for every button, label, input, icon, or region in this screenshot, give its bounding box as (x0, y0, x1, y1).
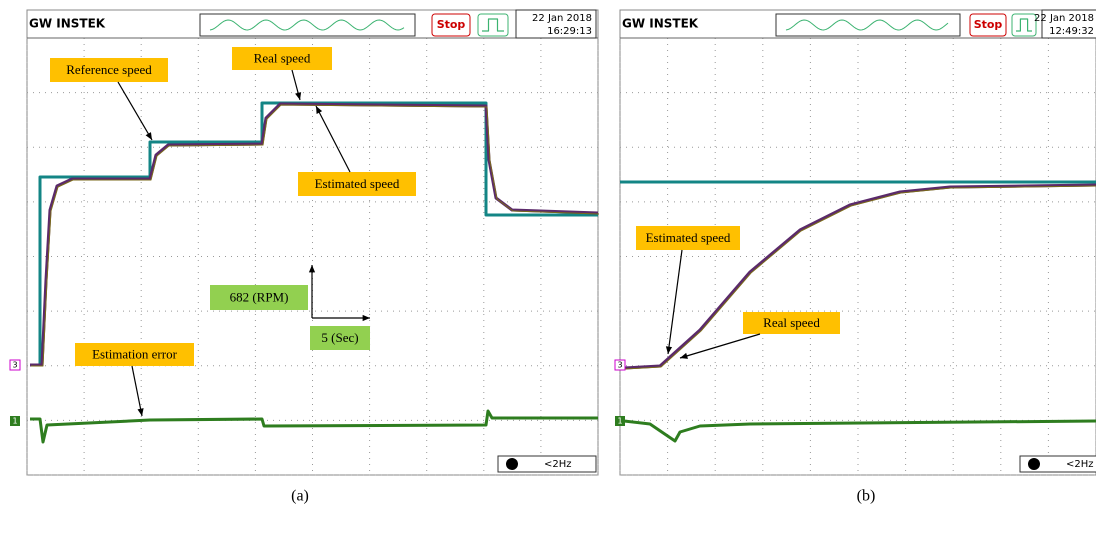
timebase-box (776, 14, 960, 36)
annotation: Reference speed (66, 62, 152, 77)
caption: (b) (857, 488, 876, 505)
date: 22 Jan 2018 (532, 13, 592, 24)
date: 22 Jan 2018 (1034, 13, 1094, 24)
ch1-label: 1 (617, 417, 622, 426)
time: 16:29:13 (547, 26, 592, 37)
annotation: Real speed (254, 50, 311, 65)
trigger-icon (1012, 14, 1036, 36)
trigger-icon (478, 14, 508, 36)
annotation: Real speed (763, 315, 820, 330)
ch3-label: 3 (12, 361, 17, 370)
annotation: Estimated speed (646, 230, 731, 245)
annotation: Estimation error (92, 346, 178, 361)
annotation: Estimated speed (315, 176, 400, 191)
stop-label: Stop (974, 18, 1003, 31)
stop-label: Stop (437, 18, 466, 31)
brand: GW INSTEK (29, 17, 106, 31)
scope-panel: GW INSTEK Stop 22 Jan 2018 12:49:32 3 1 <2Hz Es… (615, 10, 1096, 475)
time: 12:49:32 (1049, 26, 1094, 37)
brand: GW INSTEK (622, 17, 699, 31)
ch1-label: 1 (12, 417, 17, 426)
caption: (a) (291, 488, 309, 505)
trigger-rate: <2Hz (1066, 459, 1094, 470)
timebase-box (200, 14, 415, 36)
figure: GW INSTEK Stop 22 Jan 2018 16:29:13 3 1 <2Hz Re… (0, 0, 1096, 533)
ch3-label: 3 (617, 361, 622, 370)
scope-panel: GW INSTEK Stop 22 Jan 2018 16:29:13 3 1 <2Hz Re… (10, 10, 599, 475)
annotation: 682 (RPM) (230, 289, 289, 304)
annotation: 5 (Sec) (321, 330, 358, 345)
rate-icon (1028, 458, 1040, 470)
rate-icon (506, 458, 518, 470)
trigger-rate: <2Hz (544, 459, 572, 470)
